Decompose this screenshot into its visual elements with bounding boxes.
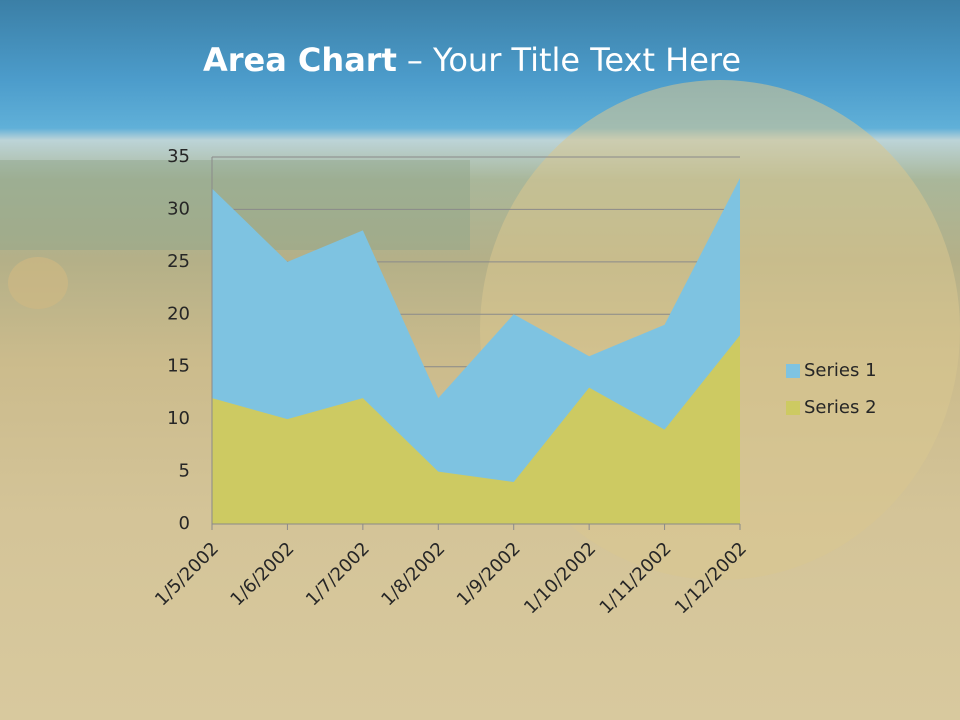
y-tick-label: 20 [167, 303, 190, 324]
legend-label: Series 2 [804, 397, 877, 418]
y-tick-label: 10 [167, 408, 190, 429]
x-tick-label: 1/10/2002 [520, 538, 600, 618]
x-tick-label: 1/7/2002 [302, 538, 374, 610]
y-tick-label: 5 [179, 461, 190, 482]
title-rest: – Your Title Text Here [407, 41, 741, 79]
x-tick-label: 1/8/2002 [377, 538, 449, 610]
y-tick-label: 15 [167, 356, 190, 377]
title-bold: Area Chart [203, 41, 397, 79]
area [212, 335, 740, 524]
chart-title: Area Chart – Your Title Text Here [203, 41, 741, 79]
x-tick-label: 1/6/2002 [226, 538, 298, 610]
y-tick-label: 35 [167, 146, 190, 167]
y-tick-label: 25 [167, 251, 190, 272]
x-tick-label: 1/9/2002 [453, 538, 525, 610]
hay-bale [8, 257, 68, 309]
legend-swatch [786, 364, 800, 378]
legend-swatch [786, 401, 800, 415]
x-tick-label: 1/5/2002 [151, 538, 223, 610]
y-tick-label: 30 [167, 198, 190, 219]
y-tick-label: 0 [179, 513, 190, 534]
legend-label: Series 1 [804, 360, 877, 381]
